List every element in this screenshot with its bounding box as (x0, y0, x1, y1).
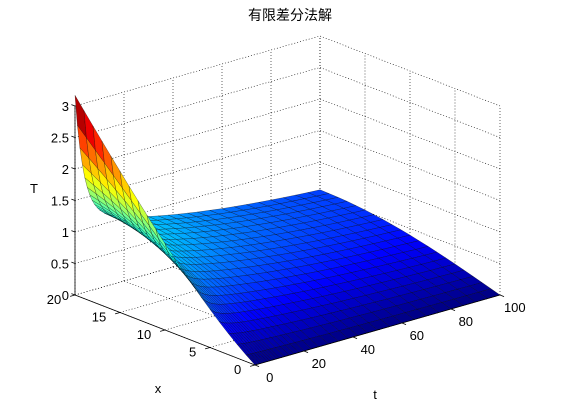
y-tick-label: 20 (47, 292, 61, 307)
grid-line (74, 224, 321, 296)
z-tick-mark (71, 167, 76, 170)
z-tick-mark (71, 230, 76, 233)
x-tick-mark (401, 322, 407, 325)
grid-line (164, 259, 411, 331)
grid-line (74, 193, 321, 264)
x-tick-label: 40 (361, 342, 375, 357)
z-tick-label: 1.5 (51, 194, 69, 209)
z-tick-label: 3 (62, 99, 69, 114)
y-tick-label: 10 (137, 327, 151, 342)
grid-line (319, 161, 501, 233)
x-tick-label: 0 (266, 370, 273, 385)
x-tick-mark (254, 364, 260, 367)
grid-line (74, 161, 321, 233)
z-tick-mark (71, 293, 76, 296)
z-tick-label: 0.5 (51, 257, 69, 272)
surface-layer (74, 95, 501, 366)
x-tick-label: 80 (459, 314, 473, 329)
y-tick-mark (249, 364, 256, 367)
x-tick-label: 20 (312, 356, 326, 371)
x-tick-mark (303, 350, 309, 353)
z-tick-mark (71, 135, 76, 138)
y-tick-mark (69, 294, 76, 297)
z-tick-mark (71, 198, 76, 201)
x-tick-label: 60 (410, 328, 424, 343)
y-tick-label: 15 (92, 309, 106, 324)
z-tick-label: 0 (62, 288, 69, 303)
y-axis-label: x (155, 381, 162, 396)
y-tick-mark (114, 312, 121, 315)
z-tick-label: 2 (62, 162, 69, 177)
x-tick-mark (352, 336, 358, 339)
y-tick-label: 5 (189, 344, 196, 359)
y-tick-mark (204, 347, 211, 350)
grid-line (319, 130, 501, 201)
x-tick-mark (450, 308, 456, 311)
x-axis-line (254, 294, 501, 366)
grid-line (74, 35, 321, 107)
x-tick-label: 100 (504, 300, 526, 315)
grid-line (319, 98, 501, 170)
z-tick-mark (71, 104, 76, 107)
z-tick-label: 1 (62, 225, 69, 240)
x-axis-label: t (373, 387, 377, 402)
grid-line (74, 98, 321, 170)
grid-line (319, 35, 501, 107)
x-tick-mark (499, 294, 505, 297)
z-tick-label: 2.5 (51, 131, 69, 146)
grid-line (319, 67, 501, 138)
y-tick-label: 0 (234, 362, 241, 377)
grid-line (123, 280, 305, 352)
z-axis-label: T (30, 181, 38, 196)
y-tick-mark (159, 329, 166, 332)
grid-line (119, 242, 366, 313)
chart-title: 有限差分法解 (248, 8, 332, 24)
grid-line (319, 193, 501, 264)
z-tick-mark (71, 261, 76, 264)
grid-line (74, 67, 321, 138)
label-layer: 有限差分法解 t x T (30, 8, 377, 402)
